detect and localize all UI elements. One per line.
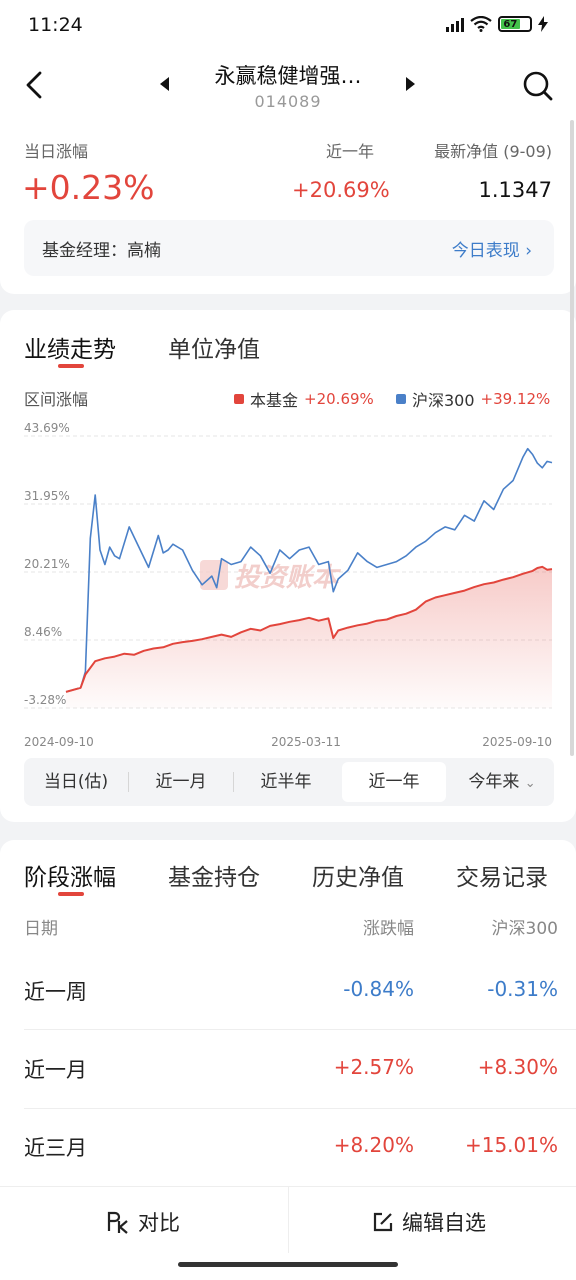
edit-icon [373, 1212, 393, 1232]
home-indicator [178, 1262, 398, 1267]
compare-button[interactable]: 对比 [106, 1207, 180, 1237]
battery-level: 67 [501, 19, 520, 30]
row-period: 近三月 [24, 1136, 87, 1160]
y-tick-label: 20.21% [24, 557, 70, 571]
tab-stage-returns[interactable]: 阶段涨幅 [24, 865, 116, 891]
tab-unit-nav[interactable]: 单位净值 [168, 337, 260, 363]
col-change: 涨跌幅 [363, 919, 414, 939]
tab-history-nav[interactable]: 历史净值 [312, 865, 404, 891]
series-line-fund [65, 565, 553, 693]
wifi-icon [470, 16, 492, 32]
signal-icon [446, 16, 464, 32]
tab-performance[interactable]: 业绩走势 [24, 337, 116, 363]
scrollbar[interactable] [570, 120, 574, 756]
year-change-value: +20.69% [292, 178, 390, 202]
y-tick-label: 43.69% [24, 421, 70, 435]
today-performance-link[interactable]: 今日表现 › [452, 236, 532, 261]
legend-fund-name: 本基金 [250, 391, 299, 410]
range-today[interactable]: 当日(估) [43, 772, 109, 792]
row-fund-change: +2.57% [333, 1055, 414, 1079]
range-divider [233, 772, 234, 792]
daily-change-value: +0.23% [22, 168, 155, 207]
x-tick-label: 2024-09-10 [24, 735, 94, 749]
col-index: 沪深300 [491, 919, 558, 939]
legend-fund: 本基金 +20.69% [234, 387, 374, 411]
fund-area [66, 566, 552, 708]
range-6m[interactable]: 近半年 [260, 772, 312, 792]
range-1y[interactable]: 近一年 [342, 762, 446, 802]
year-change-label: 近一年 [326, 142, 375, 161]
chevron-down-icon: ⌄ [524, 776, 536, 791]
chart-card: 业绩走势 单位净值 区间涨幅 本基金 +20.69% 沪深300 +39.12%… [0, 310, 576, 822]
row-period: 近一月 [24, 1058, 87, 1082]
stage-card: 阶段涨幅 基金持仓 历史净值 交易记录 日期 涨跌幅 沪深300 近一周 -0.… [0, 840, 576, 1200]
row-index-change: +8.30% [477, 1055, 558, 1079]
edit-watchlist-button[interactable]: 编辑自选 [372, 1207, 486, 1237]
nav-label: 最新净值 (9-09) [434, 142, 552, 161]
edit-watchlist-label: 编辑自选 [402, 1211, 486, 1235]
y-tick-label: 8.46% [24, 625, 62, 639]
manager-name: 基金经理：高楠 [42, 241, 161, 261]
col-date: 日期 [24, 919, 58, 939]
chart-subtitle: 区间涨幅 [24, 390, 89, 409]
fund-title: 永赢稳健增强… [214, 64, 362, 88]
back-icon[interactable] [22, 70, 46, 100]
prev-fund-icon[interactable] [160, 77, 169, 91]
series-line-index [65, 447, 553, 693]
status-bar: 11:24 67 [0, 0, 576, 52]
range-selector: 当日(估) 近一月 近半年 近一年 今年来 ⌄ [24, 758, 554, 806]
watermark-text: 投资账本 [234, 563, 342, 593]
daily-change-label: 当日涨幅 [24, 142, 89, 161]
row-fund-change: -0.84% [343, 977, 414, 1001]
pk-icon [107, 1211, 128, 1234]
search-icon[interactable] [522, 70, 554, 102]
row-fund-change: +8.20% [333, 1133, 414, 1157]
charging-icon [538, 16, 548, 32]
legend-index-name: 沪深300 [412, 391, 475, 410]
manager-bar[interactable]: 基金经理：高楠 今日表现 › [24, 220, 554, 276]
legend-index-swatch [396, 394, 406, 404]
row-period: 近一周 [24, 980, 87, 1004]
legend-fund-value: +20.69% [304, 390, 374, 408]
row-index-change: -0.31% [487, 977, 558, 1001]
row-divider [24, 1029, 576, 1030]
status-icons: 67 [446, 16, 548, 32]
x-tick-label: 2025-03-11 [271, 735, 341, 749]
tab-holdings[interactable]: 基金持仓 [168, 865, 260, 891]
range-ytd-label: 今年来 [468, 772, 520, 792]
summary-card: 当日涨幅 近一年 最新净值 (9-09) +0.23% +20.69% 1.13… [0, 120, 576, 294]
today-performance-label: 今日表现 [451, 241, 520, 261]
legend-index-value: +39.12% [480, 390, 551, 408]
range-ytd[interactable]: 今年来 ⌄ [450, 762, 554, 802]
compare-label: 对比 [138, 1211, 180, 1235]
x-tick-label: 2025-09-10 [482, 735, 552, 749]
watermark-logo [200, 560, 228, 590]
header: 永赢稳健增强… 014089 [0, 52, 576, 120]
next-fund-icon[interactable] [406, 77, 415, 91]
range-1m[interactable]: 近一月 [155, 772, 207, 792]
y-tick-label: 31.95% [24, 489, 70, 503]
legend-index: 沪深300 +39.12% [396, 387, 550, 411]
performance-chart[interactable]: 43.69% 31.95% 20.21% 8.46% -3.28% 2024-09-10 2… [0, 420, 576, 750]
row-divider [24, 1108, 576, 1109]
range-divider [128, 772, 129, 792]
row-index-change: +15.01% [464, 1133, 558, 1157]
bottom-divider [288, 1187, 289, 1253]
y-tick-label: -3.28% [24, 693, 66, 707]
legend-fund-swatch [234, 394, 244, 404]
status-time: 11:24 [28, 14, 83, 36]
tab-trade-records[interactable]: 交易记录 [456, 865, 548, 891]
nav-value: 1.1347 [478, 178, 552, 202]
fund-code: 014089 [254, 92, 322, 111]
battery-icon: 67 [498, 16, 532, 32]
tab-active-underline [58, 364, 84, 368]
stage-tab-underline [58, 892, 84, 896]
chevron-right-icon: › [525, 241, 532, 261]
